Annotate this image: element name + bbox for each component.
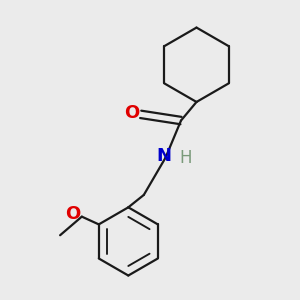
Text: H: H (179, 149, 192, 167)
Text: N: N (156, 147, 171, 165)
Text: O: O (124, 104, 140, 122)
Text: O: O (65, 205, 81, 223)
